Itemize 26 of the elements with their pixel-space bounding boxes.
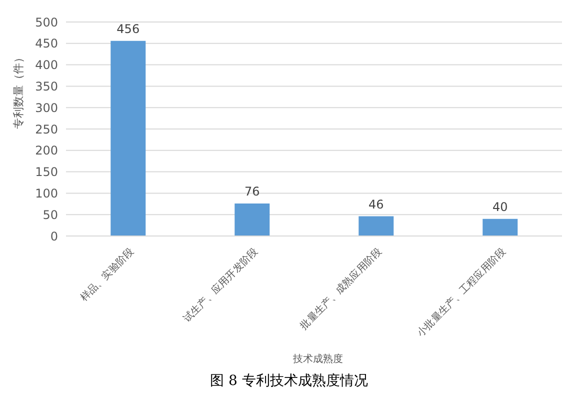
x-axis-title: 技术成熟度 [292,352,344,367]
x-tick-label: 批量生产、成熟应用阶段 [298,246,384,332]
y-tick-label: 200 [35,144,58,158]
x-tick-label: 小批量生产、工程应用阶段 [414,246,508,339]
caption: 图 8 专利技术成熟度情况 [209,372,369,390]
x-tick-label: 样品、实验阶段 [78,246,136,304]
data-label: 76 [244,184,260,198]
data-label: 456 [116,22,140,36]
bar [358,216,394,236]
y-tick-label: 450 [35,36,58,51]
y-tick-label: 0 [50,229,58,244]
y-tick-label: 500 [35,15,58,30]
y-tick-label: 350 [35,79,58,94]
x-tick-label: 试生产、应用开发阶段 [180,246,260,325]
y-tick-label: 300 [35,100,58,115]
bar [234,203,270,236]
data-label: 46 [368,197,384,212]
y-tick-label: 50 [42,208,58,222]
data-label: 40 [492,200,508,214]
y-tick-label: 150 [35,165,58,180]
bar [110,40,146,236]
y-tick-label: 100 [35,186,58,200]
y-tick-label: 400 [35,58,58,72]
y-axis-title: 专利数量（件） [12,52,25,129]
y-tick-label: 250 [35,122,58,136]
bar [482,218,518,236]
